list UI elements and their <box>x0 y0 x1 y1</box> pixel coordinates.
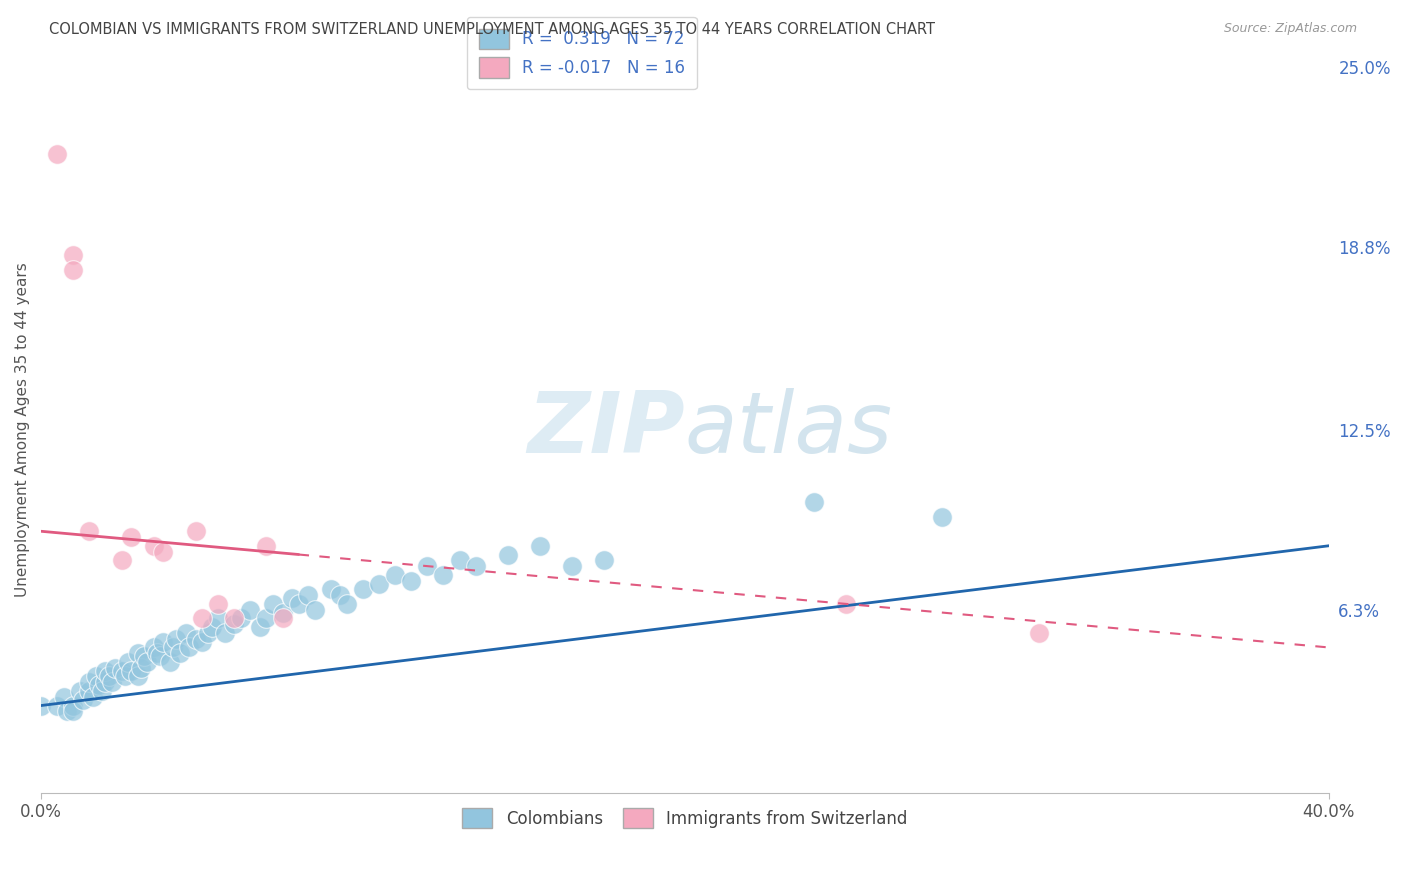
Point <box>62 704 84 718</box>
Point <box>803 495 825 509</box>
Point <box>229 611 252 625</box>
Point <box>82 690 104 704</box>
Point <box>127 669 149 683</box>
Text: atlas: atlas <box>685 388 893 471</box>
Point <box>191 611 214 625</box>
Point <box>62 698 84 713</box>
Point <box>162 640 184 655</box>
Point <box>319 582 342 597</box>
Point <box>224 611 246 625</box>
Point <box>593 553 616 567</box>
Point <box>304 603 326 617</box>
Point <box>120 664 142 678</box>
Point <box>201 620 224 634</box>
Legend: Colombians, Immigrants from Switzerland: Colombians, Immigrants from Switzerland <box>456 802 914 835</box>
Point <box>239 603 262 617</box>
Point <box>110 553 132 567</box>
Point <box>184 632 207 646</box>
Point <box>329 588 352 602</box>
Point <box>287 597 309 611</box>
Point <box>94 675 117 690</box>
Point <box>184 524 207 539</box>
Point <box>254 539 277 553</box>
Point <box>52 690 75 704</box>
Point <box>207 611 229 625</box>
Point <box>207 597 229 611</box>
Point <box>120 530 142 544</box>
Text: COLOMBIAN VS IMMIGRANTS FROM SWITZERLAND UNEMPLOYMENT AMONG AGES 35 TO 44 YEARS : COLOMBIAN VS IMMIGRANTS FROM SWITZERLAND… <box>49 22 935 37</box>
Point <box>114 669 136 683</box>
Point <box>271 606 294 620</box>
Point <box>136 655 159 669</box>
Point <box>132 649 155 664</box>
Point <box>46 146 69 161</box>
Point <box>197 626 219 640</box>
Point <box>1028 626 1050 640</box>
Point <box>97 669 120 683</box>
Point <box>262 597 284 611</box>
Point <box>561 559 583 574</box>
Point <box>214 626 236 640</box>
Point <box>169 646 191 660</box>
Point <box>62 263 84 277</box>
Point <box>224 617 246 632</box>
Point <box>69 684 91 698</box>
Text: ZIP: ZIP <box>527 388 685 471</box>
Point <box>152 634 174 648</box>
Point <box>297 588 319 602</box>
Point <box>149 649 172 664</box>
Point <box>281 591 304 605</box>
Point <box>87 678 110 692</box>
Point <box>127 646 149 660</box>
Point <box>129 661 152 675</box>
Point <box>191 634 214 648</box>
Point <box>179 640 201 655</box>
Point <box>91 684 114 698</box>
Point <box>368 576 391 591</box>
Point <box>104 661 127 675</box>
Point <box>159 655 181 669</box>
Point <box>352 582 374 597</box>
Point <box>835 597 858 611</box>
Point <box>117 655 139 669</box>
Point <box>271 611 294 625</box>
Point <box>46 698 69 713</box>
Point <box>79 684 101 698</box>
Point <box>79 524 101 539</box>
Point <box>94 664 117 678</box>
Point <box>432 567 454 582</box>
Point <box>336 597 359 611</box>
Point <box>165 632 187 646</box>
Point <box>464 559 486 574</box>
Point <box>142 539 165 553</box>
Point <box>249 620 271 634</box>
Point <box>174 626 197 640</box>
Y-axis label: Unemployment Among Ages 35 to 44 years: Unemployment Among Ages 35 to 44 years <box>15 262 30 597</box>
Point <box>142 640 165 655</box>
Point <box>152 544 174 558</box>
Point <box>496 548 519 562</box>
Point <box>72 692 94 706</box>
Point <box>62 248 84 262</box>
Text: Source: ZipAtlas.com: Source: ZipAtlas.com <box>1223 22 1357 36</box>
Point <box>401 574 423 588</box>
Point <box>146 646 169 660</box>
Point <box>101 675 124 690</box>
Point <box>529 539 551 553</box>
Point <box>931 509 953 524</box>
Point <box>254 611 277 625</box>
Point <box>110 664 132 678</box>
Point <box>449 553 471 567</box>
Point <box>384 567 406 582</box>
Point <box>56 704 79 718</box>
Point <box>84 669 107 683</box>
Point <box>79 675 101 690</box>
Point <box>416 559 439 574</box>
Point <box>30 698 52 713</box>
